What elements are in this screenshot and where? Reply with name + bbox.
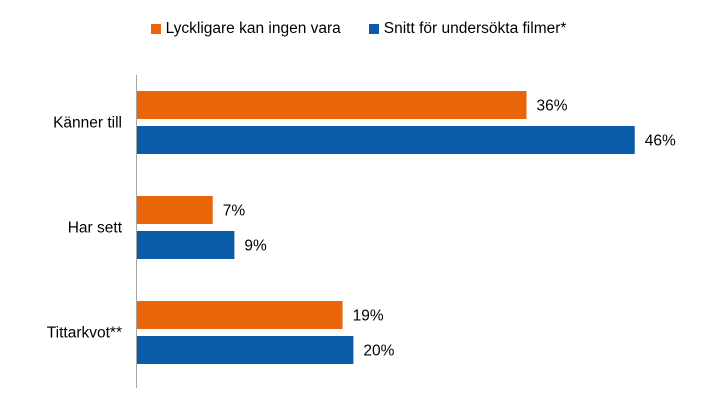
- category-label: Har sett: [68, 220, 123, 237]
- data-label: 19%: [353, 308, 384, 325]
- data-label: 9%: [244, 238, 267, 255]
- data-label: 36%: [537, 98, 568, 115]
- data-label: 20%: [363, 343, 394, 360]
- bar-1: [137, 91, 527, 119]
- legend-swatch-series-2: [368, 24, 379, 34]
- legend-label-series-2: Snitt för undersökta filmer*: [383, 20, 567, 37]
- data-label: 7%: [223, 203, 246, 220]
- legend-label-series-1: Lyckligare kan ingen vara: [165, 20, 341, 37]
- bar-2: [137, 231, 235, 259]
- data-label: 46%: [645, 133, 676, 150]
- bar-2: [137, 126, 635, 154]
- legend-item-series-1: Lyckligare kan ingen vara: [150, 20, 341, 38]
- legend-item-series-2: Snitt för undersökta filmer*: [368, 20, 567, 38]
- bar-1: [137, 301, 343, 329]
- category-label: Känner till: [53, 115, 122, 132]
- bar-2: [137, 336, 354, 364]
- legend-swatch-series-1: [150, 24, 161, 34]
- category-label: Tittarkvot**: [47, 325, 122, 342]
- bar-1: [137, 196, 213, 224]
- chart-legend: Lyckligare kan ingen vara Snitt för unde…: [0, 20, 717, 38]
